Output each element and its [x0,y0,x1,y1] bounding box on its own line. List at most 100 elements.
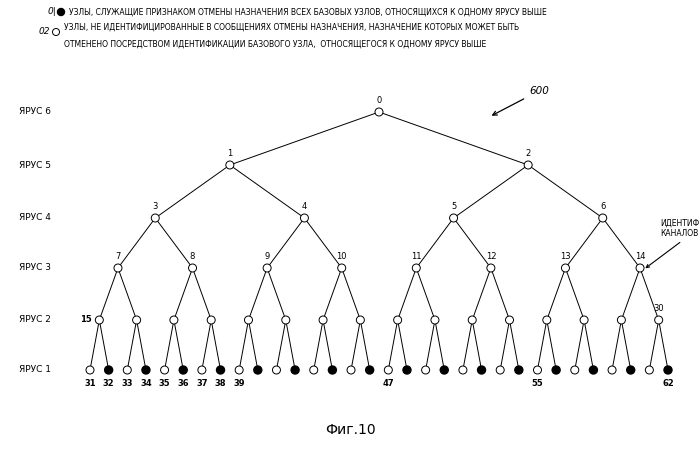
Circle shape [104,366,113,374]
Circle shape [151,214,160,222]
Circle shape [235,366,243,374]
Text: 55: 55 [531,379,543,388]
Text: ЯРУС 1: ЯРУС 1 [19,365,51,374]
Circle shape [487,264,495,272]
Circle shape [468,316,476,324]
Circle shape [254,366,262,374]
Text: 0: 0 [377,96,382,105]
Circle shape [188,264,197,272]
Text: 47: 47 [382,379,394,388]
Text: 13: 13 [560,252,570,261]
Text: 1: 1 [228,149,232,158]
Text: 12: 12 [486,252,496,261]
Circle shape [95,316,104,324]
Text: ИДЕНТИФИКАТОРЫ
КАНАЛОВ: ИДЕНТИФИКАТОРЫ КАНАЛОВ [646,219,700,268]
Circle shape [170,316,178,324]
Circle shape [356,316,365,324]
Text: 35: 35 [159,379,170,388]
Circle shape [459,366,467,374]
Circle shape [198,366,206,374]
Circle shape [160,366,169,374]
Text: 5: 5 [451,202,456,211]
Circle shape [337,264,346,272]
Text: 7: 7 [116,252,120,261]
Circle shape [86,366,94,374]
Text: 38: 38 [215,379,226,388]
Text: Фиг.10: Фиг.10 [325,423,375,437]
Text: УЗЛЫ, НЕ ИДЕНТИФИЦИРОВАННЫЕ В СООБЩЕНИЯХ ОТМЕНЫ НАЗНАЧЕНИЯ, НАЗНАЧЕНИЕ КОТОРЫХ М: УЗЛЫ, НЕ ИДЕНТИФИЦИРОВАННЫЕ В СООБЩЕНИЯХ… [64,23,519,32]
Text: 31: 31 [84,379,96,388]
Circle shape [282,316,290,324]
Circle shape [216,366,225,374]
Circle shape [365,366,374,374]
Circle shape [263,264,271,272]
Circle shape [347,366,355,374]
Circle shape [440,366,448,374]
Text: 02: 02 [38,27,50,36]
Text: 11: 11 [411,252,421,261]
Text: 15: 15 [80,316,91,325]
Text: 8: 8 [190,252,195,261]
Text: 14: 14 [635,252,645,261]
Circle shape [244,316,253,324]
Circle shape [626,366,635,374]
Circle shape [654,316,663,324]
Circle shape [114,264,122,272]
Circle shape [608,366,616,374]
Circle shape [449,214,458,222]
Text: 37: 37 [196,379,208,388]
Circle shape [226,161,234,169]
Text: 10: 10 [337,252,347,261]
Circle shape [300,214,309,222]
Text: 39: 39 [233,379,245,388]
Circle shape [664,366,672,374]
Circle shape [412,264,420,272]
Circle shape [132,316,141,324]
Circle shape [421,366,430,374]
Text: 32: 32 [103,379,115,388]
Circle shape [142,366,150,374]
Text: 34: 34 [140,379,152,388]
Circle shape [636,264,644,272]
Text: ЯРУС 2: ЯРУС 2 [19,316,51,325]
Text: 6: 6 [600,202,606,211]
Text: 33: 33 [122,379,133,388]
Text: УЗЛЫ, СЛУЖАЩИЕ ПРИЗНАКОМ ОТМЕНЫ НАЗНАЧЕНИЯ ВСЕХ БАЗОВЫХ УЗЛОВ, ОТНОСЯЩИХСЯ К ОДН: УЗЛЫ, СЛУЖАЩИЕ ПРИЗНАКОМ ОТМЕНЫ НАЗНАЧЕН… [69,8,547,17]
Circle shape [309,366,318,374]
Circle shape [514,366,523,374]
Circle shape [496,366,504,374]
Circle shape [580,316,588,324]
Circle shape [403,366,411,374]
Text: 3: 3 [153,202,158,211]
Text: 62: 62 [662,379,674,388]
Circle shape [598,214,607,222]
Text: ЯРУС 6: ЯРУС 6 [19,107,51,116]
Circle shape [291,366,299,374]
Circle shape [207,316,215,324]
Circle shape [179,366,187,374]
Circle shape [57,9,64,16]
Text: 9: 9 [265,252,270,261]
Text: 36: 36 [177,379,189,388]
Circle shape [319,316,327,324]
Circle shape [561,264,570,272]
Circle shape [645,366,653,374]
Text: 2: 2 [526,149,531,158]
Circle shape [589,366,597,374]
Circle shape [431,316,439,324]
Text: 30: 30 [653,304,664,313]
Text: ЯРУС 4: ЯРУС 4 [19,214,51,223]
Circle shape [477,366,486,374]
Text: 0|: 0| [48,8,56,17]
Circle shape [552,366,560,374]
Text: ЯРУС 5: ЯРУС 5 [19,160,51,170]
Circle shape [533,366,542,374]
Circle shape [570,366,579,374]
Text: 600: 600 [493,86,549,115]
Circle shape [384,366,392,374]
Circle shape [542,316,551,324]
Circle shape [52,28,60,35]
Text: ОТМЕНЕНО ПОСРЕДСТВОМ ИДЕНТИФИКАЦИИ БАЗОВОГО УЗЛА,  ОТНОСЯЩЕГОСЯ К ОДНОМУ ЯРУСУ В: ОТМЕНЕНО ПОСРЕДСТВОМ ИДЕНТИФИКАЦИИ БАЗОВ… [64,40,486,49]
Circle shape [123,366,132,374]
Circle shape [617,316,625,324]
